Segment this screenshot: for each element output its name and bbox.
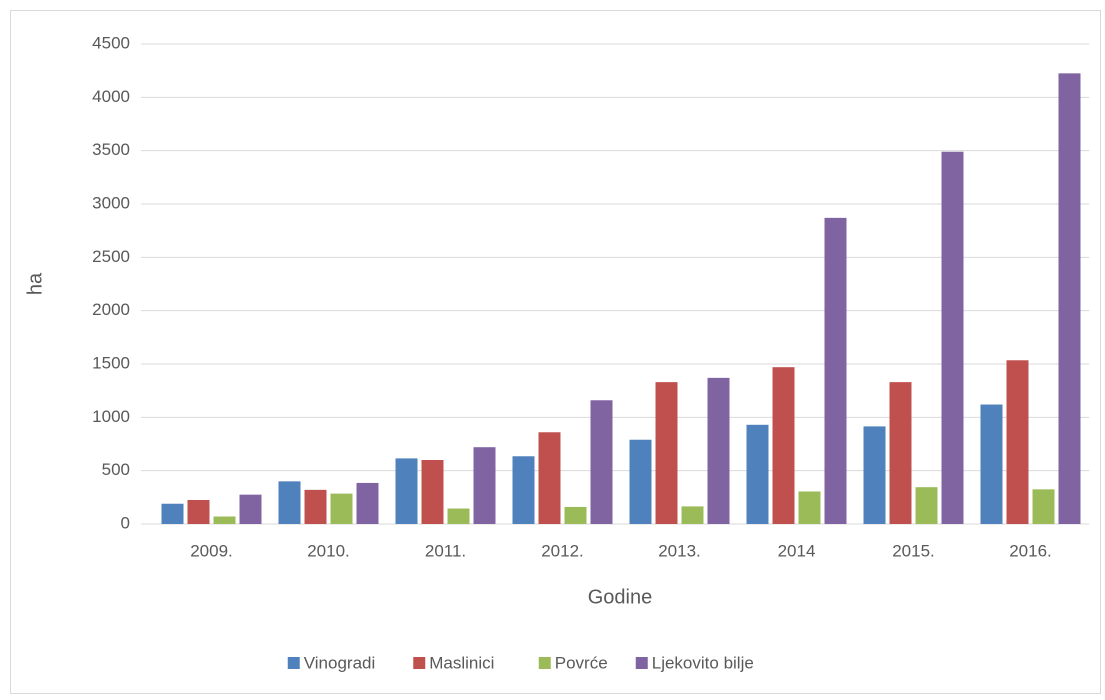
bar (538, 432, 561, 524)
x-tick-label: 2010. (307, 541, 350, 560)
bar (915, 487, 938, 524)
bar (1006, 360, 1029, 524)
bar (161, 503, 184, 524)
legend-swatch (635, 657, 648, 669)
y-tick-label: 4500 (92, 33, 130, 52)
bar (187, 500, 210, 524)
bar (629, 439, 652, 524)
legend-label: Vinogradi (304, 653, 376, 672)
legend-swatch (413, 657, 426, 669)
y-tick-label: 3500 (92, 140, 130, 159)
bar (330, 493, 353, 524)
bar (239, 494, 262, 524)
x-tick-label: 2015. (892, 541, 935, 560)
x-tick-label: 2014 (778, 541, 816, 560)
bar (356, 482, 379, 524)
legend-label: Ljekovito bilje (652, 653, 754, 672)
bar (889, 382, 912, 524)
bar (707, 377, 730, 524)
legend-label: Maslinici (429, 653, 494, 672)
bar (1032, 489, 1055, 524)
y-tick-label: 0 (121, 513, 130, 532)
y-tick-label: 2500 (92, 247, 130, 266)
legend-swatch (287, 657, 300, 669)
y-tick-label: 1500 (92, 353, 130, 372)
bar (473, 447, 496, 524)
y-axis-label: ha (24, 272, 46, 295)
legend-label: Povrće (555, 653, 608, 672)
x-tick-label: 2011. (425, 541, 466, 560)
bar (395, 458, 418, 524)
chart-frame (10, 10, 1101, 694)
bar (278, 481, 301, 524)
bar (421, 460, 444, 524)
bar (447, 508, 470, 524)
x-tick-label: 2016. (1009, 541, 1052, 560)
y-tick-label: 2000 (92, 300, 130, 319)
bar (824, 217, 847, 524)
legend-swatch (538, 657, 551, 669)
y-tick-label: 500 (102, 460, 130, 479)
y-tick-label: 3000 (92, 193, 130, 212)
bar (590, 400, 613, 524)
bar (1058, 73, 1081, 524)
bar (213, 516, 236, 524)
bar (941, 151, 964, 524)
bar (564, 506, 587, 524)
bar (304, 489, 327, 524)
bar (980, 404, 1003, 524)
y-tick-label: 4000 (92, 87, 130, 106)
x-axis-label: Godine (588, 586, 653, 608)
bar (512, 456, 535, 524)
y-tick-label: 1000 (92, 407, 130, 426)
bar (798, 491, 821, 524)
x-tick-label: 2009. (190, 541, 233, 560)
x-tick-label: 2013. (658, 541, 701, 560)
bar (772, 367, 795, 524)
bar (681, 506, 704, 524)
bar (863, 426, 886, 524)
bar (655, 382, 678, 524)
x-tick-label: 2012. (541, 541, 584, 560)
bar (746, 424, 769, 524)
